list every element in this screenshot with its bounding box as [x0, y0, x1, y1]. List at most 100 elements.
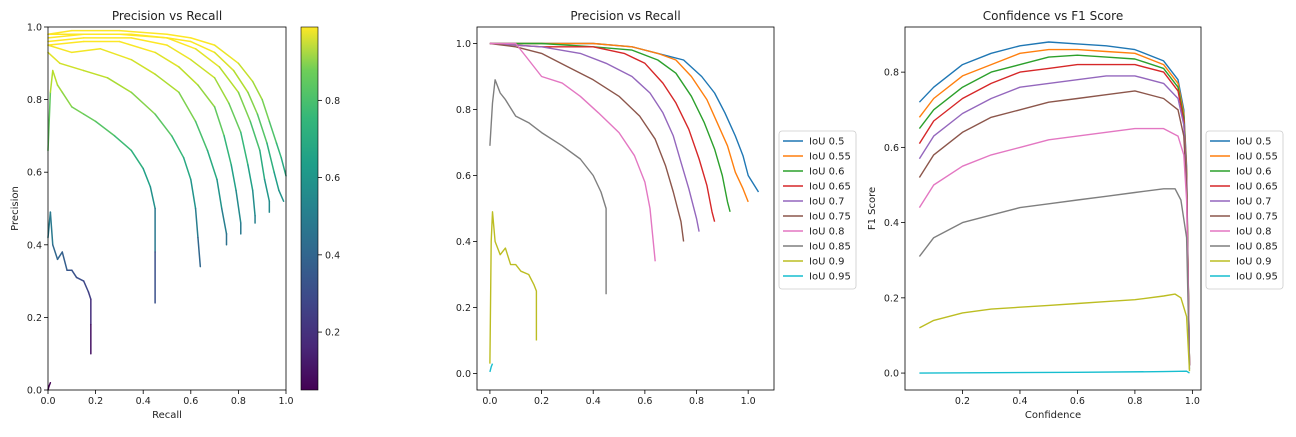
- series-line-segment: [237, 62, 254, 83]
- series-line-segment: [190, 37, 216, 46]
- series-line-segment: [228, 102, 242, 134]
- series-line-segment: [240, 131, 249, 166]
- legend-label: IoU 0.9: [809, 257, 844, 268]
- legend-label: IoU 0.6: [1236, 167, 1271, 178]
- series-line-segment: [166, 37, 192, 43]
- series-line-segment: [230, 164, 237, 192]
- series-line: [918, 127, 1191, 366]
- y-tick-label: 0.0: [456, 369, 471, 380]
- series-line-segment: [71, 106, 85, 115]
- series-line: [919, 370, 1190, 374]
- series-line: [489, 42, 685, 242]
- series-line-segment: [278, 189, 285, 202]
- series-line-segment: [118, 40, 156, 54]
- colorbar-tick-label: 0.2: [325, 328, 340, 339]
- y-tick-label: 0.8: [456, 105, 471, 116]
- legend-label: IoU 0.7: [1236, 197, 1271, 208]
- y-tick-label: 0.6: [27, 168, 42, 179]
- series-line-segment: [182, 156, 192, 181]
- chart-1: Precision vs Recall 0.0 0.2 0.4 0.6 0.8 1.0 0.0…: [10, 9, 340, 421]
- series-line-segment: [206, 149, 218, 181]
- series-line-segment: [82, 113, 97, 123]
- series-line-segment: [194, 120, 209, 152]
- series-line-segment: [261, 98, 271, 123]
- colorbar-tick-label: 0.8: [325, 96, 340, 107]
- x-tick-label: 1.0: [1185, 396, 1200, 407]
- x-tick-label: 0.6: [183, 396, 198, 407]
- series-line-segment: [237, 91, 252, 123]
- y-tick-label: 0.0: [27, 386, 42, 397]
- series-line-segment: [56, 251, 64, 261]
- y-tick-label: 0.6: [884, 143, 899, 154]
- x-tick-label: 0.6: [637, 396, 652, 407]
- y-tick-label: 0.6: [456, 171, 471, 182]
- colorbar-gradient: [300, 26, 319, 391]
- series-line-segment: [130, 58, 156, 75]
- series-line-segment: [59, 62, 85, 72]
- series-line-segment: [263, 178, 271, 202]
- series-line-segment: [71, 48, 102, 54]
- series-line-segment: [49, 211, 54, 246]
- x-axis-label: Confidence: [1025, 410, 1081, 421]
- chart-title: Precision vs Recall: [570, 9, 680, 23]
- x-tick-label: 0.8: [231, 396, 246, 407]
- series-line-segment: [232, 69, 249, 94]
- series-line-segment: [213, 77, 230, 104]
- legend-label: IoU 0.5: [1236, 137, 1271, 148]
- y-tick-label: 0.8: [27, 95, 42, 106]
- x-tick-label: 0.4: [136, 396, 151, 407]
- legend-label: IoU 0.5: [809, 137, 844, 148]
- y-axis-label: Precision: [10, 186, 21, 231]
- series-line-segment: [251, 189, 256, 217]
- series-line-segment: [47, 44, 73, 54]
- series-line: [489, 211, 538, 364]
- series-line-segment: [82, 280, 90, 293]
- x-tick-label: 0.8: [1127, 396, 1142, 407]
- series-line-segment: [256, 113, 268, 144]
- series-line-segment: [82, 69, 109, 79]
- series-line-segment: [235, 189, 242, 224]
- x-axis-label: Recall: [152, 410, 182, 421]
- legend-label: IoU 0.75: [809, 212, 851, 223]
- legend-label: IoU 0.8: [1236, 227, 1271, 238]
- series-line-segment: [154, 51, 180, 68]
- x-tick-label: 0.2: [955, 396, 970, 407]
- series-line-segment: [247, 164, 254, 192]
- series-line: [489, 79, 607, 295]
- x-tick-label: 0.0: [40, 396, 55, 407]
- series-line-segment: [130, 37, 168, 46]
- series-line: [918, 54, 1191, 366]
- series-line: [918, 48, 1191, 366]
- series-group: [918, 41, 1191, 374]
- series-line-segment: [194, 48, 221, 68]
- series-line-segment: [171, 135, 185, 159]
- x-tick-label: 0.2: [534, 396, 549, 407]
- legend-label: IoU 0.95: [809, 272, 851, 283]
- chart-2: Precision vs Recall 0.0 0.2 0.4 0.6 0.8 1.0 0.0…: [456, 9, 857, 407]
- legend-label: IoU 0.95: [1236, 272, 1278, 283]
- series-line: [489, 42, 760, 193]
- legend-label: IoU 0.65: [1236, 182, 1278, 193]
- series-line-segment: [266, 142, 275, 173]
- series-line-segment: [49, 69, 54, 94]
- legend-label: IoU 0.8: [809, 227, 844, 238]
- legend: IoU 0.5 IoU 0.55 IoU 0.6 IoU 0.65 IoU 0.7 IoU…: [778, 130, 857, 290]
- series-line: [489, 42, 716, 222]
- x-tick-label: 0.4: [1012, 396, 1027, 407]
- legend: IoU 0.5 IoU 0.55 IoU 0.6 IoU 0.65 IoU 0.7 IoU…: [1205, 130, 1284, 290]
- chart-title: Confidence vs F1 Score: [983, 9, 1123, 23]
- series-line-segment: [280, 156, 287, 177]
- series-line-segment: [71, 269, 78, 279]
- y-tick-label: 1.0: [456, 39, 471, 50]
- series-line-segment: [56, 84, 64, 94]
- series-line-segment: [251, 80, 263, 101]
- legend-label: IoU 0.75: [1236, 212, 1278, 223]
- series-line-segment: [130, 149, 144, 170]
- series-line-segment: [99, 48, 133, 61]
- series-line-segment: [130, 91, 156, 115]
- series-line-segment: [130, 33, 168, 39]
- x-tick-label: 0.4: [586, 396, 601, 407]
- y-tick-label: 0.2: [27, 313, 42, 324]
- axes-frame: [476, 26, 775, 391]
- x-tick-label: 0.8: [689, 396, 704, 407]
